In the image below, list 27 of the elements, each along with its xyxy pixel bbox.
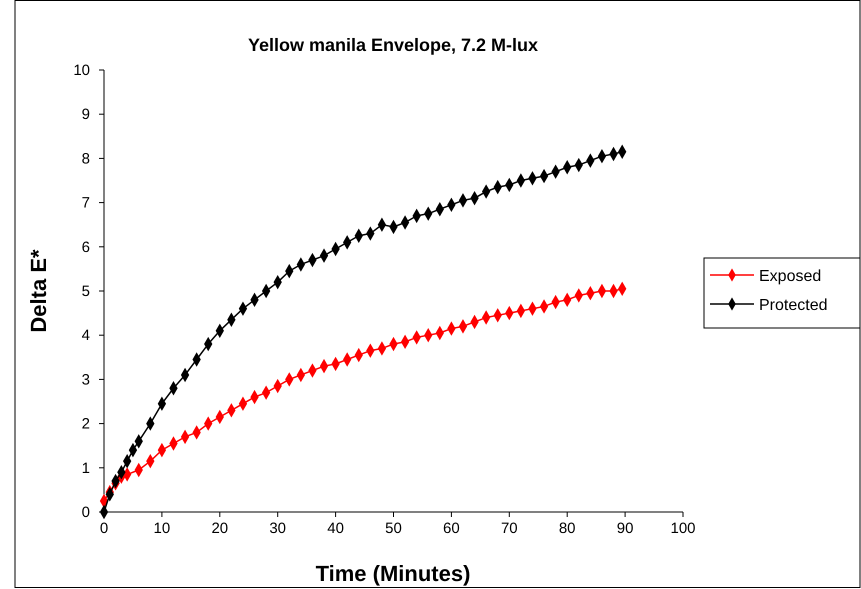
y-tick-label: 6: [82, 238, 90, 256]
legend-label: Protected: [759, 297, 828, 314]
x-tick-label: 10: [154, 520, 170, 537]
y-tick-label: 7: [82, 194, 90, 212]
x-tick-label: 100: [670, 520, 696, 537]
x-axis-title: Time (Minutes): [316, 561, 470, 586]
x-tick-label: 60: [443, 520, 460, 537]
y-tick-label: 9: [82, 106, 90, 124]
x-tick-label: 80: [558, 520, 576, 537]
y-tick-label: 0: [82, 504, 90, 521]
y-tick-label: 4: [82, 327, 90, 344]
x-tick-label: 90: [616, 520, 634, 537]
x-tick-label: 50: [385, 520, 402, 537]
x-tick-label: 30: [269, 520, 286, 537]
y-tick-label: 8: [82, 150, 90, 168]
x-tick-label: 40: [327, 520, 344, 537]
y-tick-label: 3: [82, 371, 90, 388]
y-tick-label: 10: [73, 62, 90, 79]
x-tick-label: 70: [500, 520, 518, 537]
y-axis-title: Delta E*: [26, 248, 51, 333]
y-tick-label: 5: [82, 283, 90, 300]
y-tick-label: 2: [82, 416, 90, 433]
x-tick-label: 20: [211, 520, 228, 537]
x-tick-label: 0: [100, 520, 108, 537]
y-tick-label: 1: [82, 460, 90, 477]
chart-title: Yellow manila Envelope, 7.2 M-lux: [248, 35, 538, 55]
legend-label: Exposed: [759, 268, 822, 285]
